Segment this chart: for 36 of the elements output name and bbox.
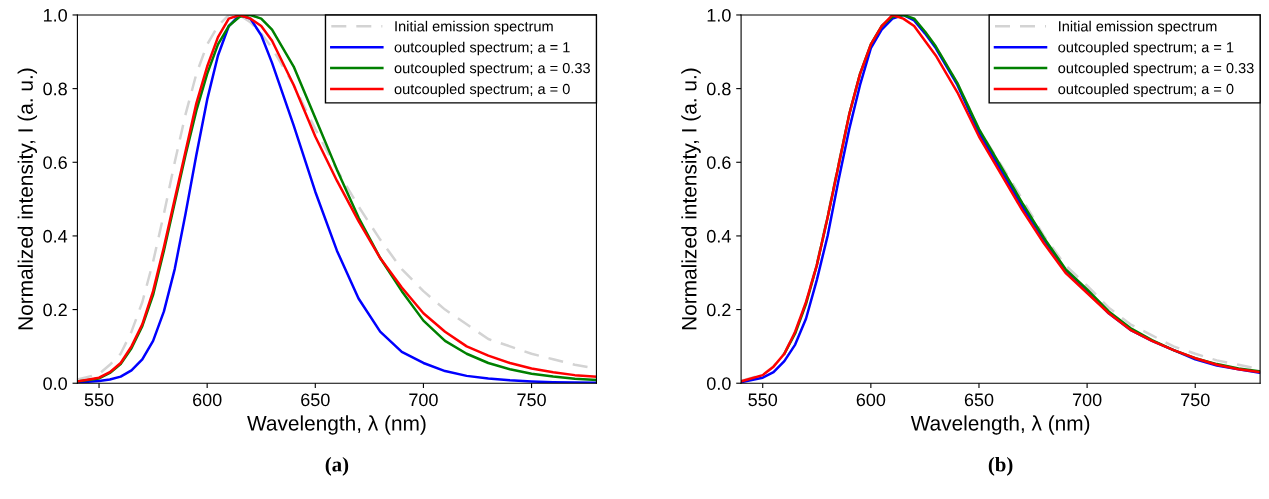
- y-tick-label: 1.0: [707, 8, 731, 22]
- x-axis-title: Wavelength, λ (nm): [247, 415, 426, 435]
- x-tick-label: 750: [517, 393, 546, 407]
- legend-label: outcoupled spectrum; a = 0: [1058, 83, 1234, 98]
- x-tick-label: 600: [856, 393, 886, 407]
- x-tick-label: 550: [748, 393, 778, 407]
- legend-label: outcoupled spectrum; a = 1: [1058, 41, 1234, 56]
- x-axis-title: Wavelength, λ (nm): [910, 415, 1090, 435]
- y-tick-label: 0.4: [706, 229, 731, 243]
- y-tick-label: 1.0: [43, 8, 67, 22]
- x-tick-label: 600: [193, 393, 222, 407]
- y-tick-label: 0.0: [706, 377, 731, 390]
- text: (b): [988, 456, 1013, 476]
- y-tick-label: 0.6: [43, 156, 67, 169]
- y-tick-label: 0.8: [43, 82, 67, 96]
- y-axis-title: Normalized intensity, I (a. u.): [681, 68, 701, 330]
- legend-label: outcoupled spectrum; a = 0: [394, 83, 570, 98]
- y-tick-label: 0.6: [706, 156, 731, 169]
- y-tick-label: 0.0: [43, 377, 67, 390]
- y-tick-label: 0.2: [43, 303, 67, 317]
- x-tick-label: 650: [301, 393, 330, 407]
- x-tick-label: 700: [409, 393, 438, 407]
- x-tick-label: 550: [84, 393, 114, 407]
- x-tick-label: 650: [964, 393, 994, 407]
- y-tick-label: 0.2: [706, 303, 731, 317]
- legend-label: outcoupled spectrum; a = 0.33: [1058, 62, 1254, 77]
- text: (a): [325, 456, 349, 476]
- y-axis-title: Normalized intensity, I (a. u.): [17, 68, 38, 330]
- x-tick-label: 750: [1181, 393, 1210, 407]
- legend-label: Initial emission spectrum: [1059, 20, 1217, 35]
- legend-label: outcoupled spectrum; a = 1: [394, 41, 570, 56]
- legend-label: Initial emission spectrum: [395, 20, 553, 35]
- legend-label: outcoupled spectrum; a = 0.33: [394, 62, 590, 77]
- y-tick-label: 0.8: [706, 82, 731, 96]
- y-tick-label: 0.4: [43, 229, 68, 243]
- x-tick-label: 700: [1072, 393, 1102, 407]
